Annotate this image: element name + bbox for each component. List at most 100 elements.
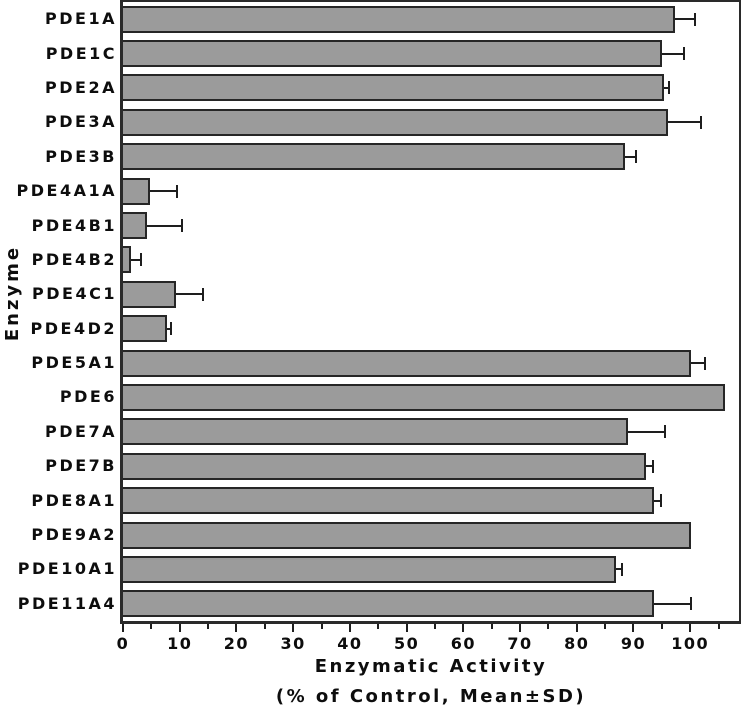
error-bar-cap <box>181 219 184 233</box>
x-axis-major-tick <box>405 624 408 632</box>
x-axis-major-tick <box>519 624 522 632</box>
error-bar-cap <box>169 322 172 336</box>
error-bar-cap <box>140 253 143 267</box>
bar <box>123 246 131 274</box>
y-tick-label: PDE4B2 <box>31 249 117 269</box>
x-axis-major-tick <box>575 624 578 632</box>
error-bar-line <box>653 602 693 605</box>
x-axis-minor-tick <box>490 624 493 629</box>
bar <box>123 349 691 377</box>
bar-row <box>123 552 739 586</box>
x-axis-major-tick <box>178 624 181 632</box>
bar-row <box>123 415 739 449</box>
bar <box>123 108 668 136</box>
x-tick-label: 20 <box>223 634 250 653</box>
x-tick-label: 60 <box>450 634 476 653</box>
bar <box>123 315 168 343</box>
y-tick-label: PDE8A1 <box>31 490 117 510</box>
x-axis-minor-tick <box>604 624 607 629</box>
bar-row <box>123 346 739 380</box>
plot-area <box>123 2 739 621</box>
x-axis-minor-tick <box>150 624 153 629</box>
error-bar-line <box>130 258 143 261</box>
y-tick-label: PDE1C <box>45 43 117 63</box>
x-axis-major-tick <box>122 624 124 632</box>
x-axis-minor-tick <box>320 624 323 629</box>
bar <box>123 590 654 618</box>
y-tick-label: PDE4D2 <box>30 318 117 338</box>
error-bar-cap <box>201 287 204 301</box>
x-axis-minor-tick <box>263 624 266 629</box>
plot-frame <box>120 0 741 624</box>
x-axis-minor-tick <box>433 624 436 629</box>
bar <box>123 280 177 308</box>
x-axis-minor-tick <box>377 624 380 629</box>
error-bar-line <box>645 465 655 468</box>
x-tick-label: 10 <box>167 634 193 653</box>
error-bar-cap <box>620 562 623 576</box>
bar-row <box>123 208 739 242</box>
bar <box>123 555 616 583</box>
bar <box>123 212 147 240</box>
error-bar-line <box>653 499 662 502</box>
y-tick-label: PDE9A2 <box>31 525 117 545</box>
error-bar-cap <box>659 494 662 508</box>
error-bar-line <box>615 568 623 571</box>
x-tick-label: 70 <box>507 634 533 653</box>
y-tick-label: PDE10A1 <box>17 559 117 579</box>
x-axis-major-tick <box>462 624 465 632</box>
error-bar-cap <box>683 47 686 61</box>
x-axis-major-tick <box>235 624 238 632</box>
error-bar-line <box>664 86 670 89</box>
bar-row <box>123 587 739 621</box>
y-tick-label: PDE5A1 <box>31 353 117 373</box>
error-bar-line <box>176 293 204 296</box>
error-bar-cap <box>703 356 706 370</box>
y-tick-label: PDE4A1A <box>16 181 117 201</box>
bar <box>123 5 675 33</box>
bar-row <box>123 518 739 552</box>
x-axis-minor-tick <box>207 624 210 629</box>
error-bar-cap <box>667 81 670 95</box>
error-bar-cap <box>664 425 667 439</box>
bar <box>123 74 665 102</box>
y-tick-label: PDE3B <box>45 146 117 166</box>
bar-row <box>123 71 739 105</box>
error-bar-line <box>149 190 179 193</box>
x-axis-major-tick <box>689 624 692 632</box>
y-tick-label: PDE4C1 <box>32 284 117 304</box>
error-bar-cap <box>652 459 655 473</box>
x-tick-label: 40 <box>337 634 363 653</box>
bar <box>123 177 150 205</box>
error-bar-cap <box>176 184 179 198</box>
y-tick-label: PDE4B1 <box>31 215 117 235</box>
error-bar-cap <box>635 150 638 164</box>
error-bar-cap <box>690 597 693 611</box>
error-bar-line <box>167 327 172 330</box>
bar-row <box>123 243 739 277</box>
bar-row <box>123 277 739 311</box>
bar-row <box>123 140 739 174</box>
x-axis-major-tick <box>348 624 351 632</box>
y-tick-label: PDE7A <box>45 421 117 441</box>
bar <box>123 452 646 480</box>
x-axis-minor-tick <box>660 624 663 629</box>
error-bar-line <box>690 362 706 365</box>
bar-row <box>123 36 739 70</box>
x-axis-title-line2: (% of Control, Mean±SD) <box>275 686 587 707</box>
bar-row <box>123 2 739 36</box>
error-bar-line <box>624 155 638 158</box>
x-tick-label: 90 <box>620 634 647 653</box>
x-axis-major-tick <box>292 624 295 632</box>
bar <box>123 40 663 68</box>
y-tick-label: PDE1A <box>45 9 117 29</box>
bar <box>123 487 654 515</box>
x-tick-label: 50 <box>393 634 420 653</box>
bar-row <box>123 174 739 208</box>
error-bar-cap <box>700 115 703 129</box>
bar <box>123 521 692 549</box>
x-tick-label: 30 <box>280 634 306 653</box>
error-bar-line <box>627 430 667 433</box>
y-axis-title: Enzyme <box>2 244 23 342</box>
